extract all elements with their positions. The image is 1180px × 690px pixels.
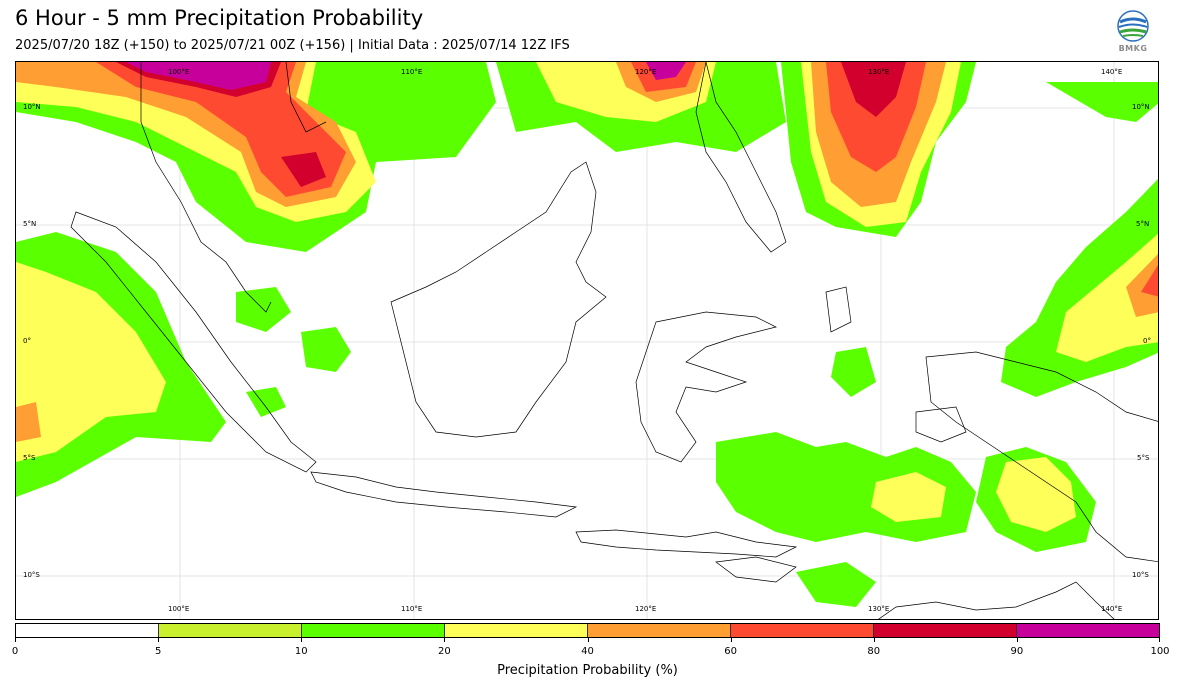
colorbar-tick [1016,638,1018,642]
precipitation-map: 100°E 110°E 120°E 130°E 140°E 100°E 110°… [15,61,1159,620]
colorbar-tick [587,638,589,642]
lon-label-top: 140°E [1101,68,1123,76]
colorbar-label: Precipitation Probability (%) [497,663,678,678]
lon-label-bottom: 120°E [635,605,657,613]
lat-label-left: 0° [23,337,31,345]
lat-label-right: 5°N [1136,220,1150,228]
colorbar-tick-label: 60 [724,646,737,657]
bmkg-logo-icon [1117,10,1149,42]
colorbar-tick-label: 10 [294,646,308,657]
colorbar-tick [444,638,446,642]
colorbar-segment [301,624,444,637]
lat-label-right: 10°S [1132,571,1149,579]
colorbar-tick-label: 20 [438,646,451,657]
colorbar-segment [1016,624,1159,637]
colorbar [15,623,1160,638]
colorbar-tick-label: 100 [1150,646,1170,657]
lat-label-left: 5°S [23,454,36,462]
lon-label-bottom: 110°E [401,605,423,613]
colorbar-tick-label: 0 [11,646,19,657]
lat-label-right: 10°N [1132,103,1150,111]
colorbar-tick [158,638,160,642]
colorbar-segment [587,624,730,637]
lon-label-bottom: 140°E [1101,605,1123,613]
colorbar-tick [301,638,303,642]
lon-label-top: 130°E [868,68,890,76]
colorbar-segment [444,624,587,637]
colorbar-segment [873,624,1016,637]
colorbar-tick-label: 80 [867,646,881,657]
colorbar-segment [730,624,873,637]
lon-label-bottom: 130°E [868,605,890,613]
lon-label-bottom: 100°E [168,605,190,613]
coastlines [70,62,1158,619]
colorbar-tick-label: 5 [154,646,162,657]
lon-label-top: 110°E [401,68,423,76]
colorbar-tick [730,638,732,642]
map-canvas [16,62,1158,619]
lat-label-left: 10°N [23,103,41,111]
colorbar-segment [16,624,158,637]
logo-text: BMKG [1118,44,1148,53]
lon-label-top: 100°E [168,68,190,76]
precip-90-100 [126,62,686,90]
chart-title: 6 Hour - 5 mm Precipitation Probability [15,6,424,30]
lon-label-top: 120°E [635,68,657,76]
lat-label-right: 0° [1143,337,1151,345]
colorbar-tick-label: 40 [581,646,594,657]
colorbar-tick [15,638,16,642]
colorbar-tick [873,638,875,642]
lat-label-left: 5°N [23,220,37,228]
colorbar-tick [1159,638,1160,642]
lat-label-left: 10°S [23,571,40,579]
colorbar-segment [158,624,301,637]
chart-subtitle: 2025/07/20 18Z (+150) to 2025/07/21 00Z … [15,38,570,53]
lat-label-right: 5°S [1137,454,1150,462]
colorbar-tick-label: 90 [1010,646,1024,657]
